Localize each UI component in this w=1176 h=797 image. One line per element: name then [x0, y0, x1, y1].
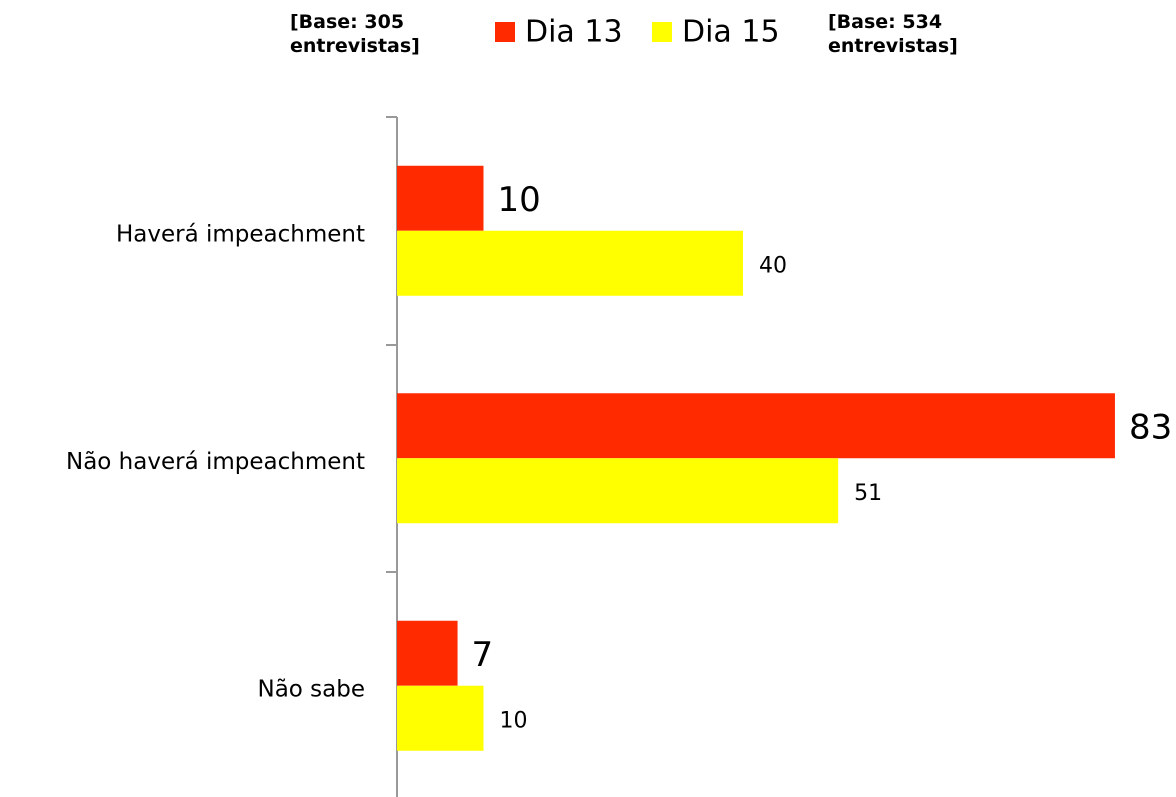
- category-label: Não sabe: [257, 676, 365, 702]
- annotation: [Base: 534 entrevistas]: [828, 11, 958, 57]
- value-label: 51: [854, 481, 882, 506]
- category-label: Não haverá impeachment: [66, 449, 365, 475]
- value-label: 40: [759, 253, 787, 278]
- value-label: 10: [500, 708, 528, 733]
- annotation: [Base: 305 entrevistas]: [290, 11, 420, 57]
- legend-swatch: [495, 22, 515, 42]
- value-label: 83: [1129, 407, 1172, 447]
- bar: [397, 685, 484, 751]
- bar: [397, 165, 484, 231]
- bar: [397, 620, 458, 686]
- bar: [397, 458, 839, 524]
- value-label: 10: [498, 180, 541, 220]
- legend-label: Dia 15: [682, 15, 780, 50]
- bar: [397, 230, 743, 296]
- legend-swatch: [652, 22, 672, 42]
- value-label: 7: [472, 635, 494, 675]
- category-label: Haverá impeachment: [116, 221, 365, 247]
- bar: [397, 393, 1115, 459]
- legend-label: Dia 13: [525, 15, 623, 50]
